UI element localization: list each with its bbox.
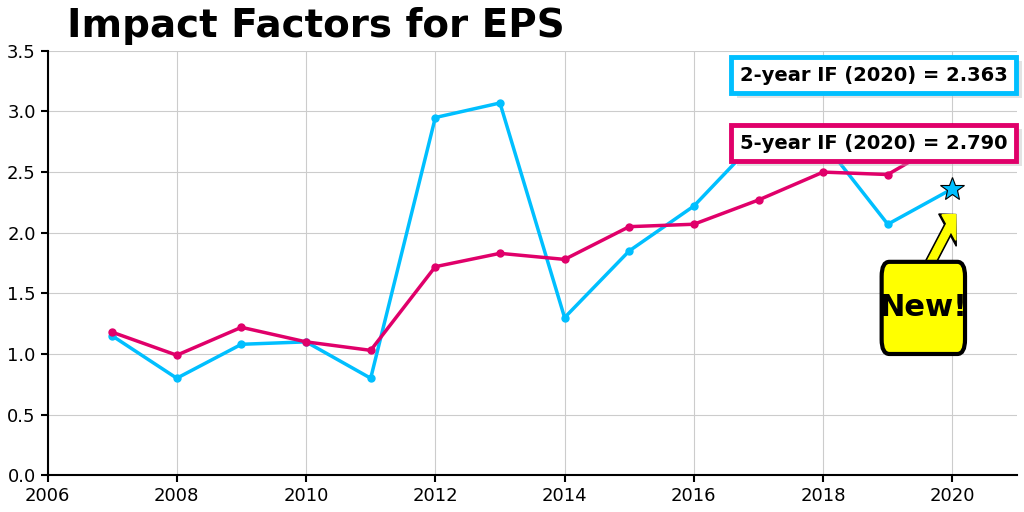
Text: Impact Factors for EPS: Impact Factors for EPS [67,7,564,45]
Text: 5-year IF (2020) = 2.790: 5-year IF (2020) = 2.790 [745,138,1013,157]
FancyBboxPatch shape [882,262,965,354]
Text: New!: New! [880,293,968,323]
FancyArrow shape [921,214,956,282]
Text: 2-year IF (2020) = 2.363: 2-year IF (2020) = 2.363 [745,70,1013,89]
Text: 2-year IF (2020) = 2.363: 2-year IF (2020) = 2.363 [739,66,1008,84]
Text: 5-year IF (2020) = 2.790: 5-year IF (2020) = 2.790 [740,134,1008,153]
FancyArrow shape [922,215,955,280]
